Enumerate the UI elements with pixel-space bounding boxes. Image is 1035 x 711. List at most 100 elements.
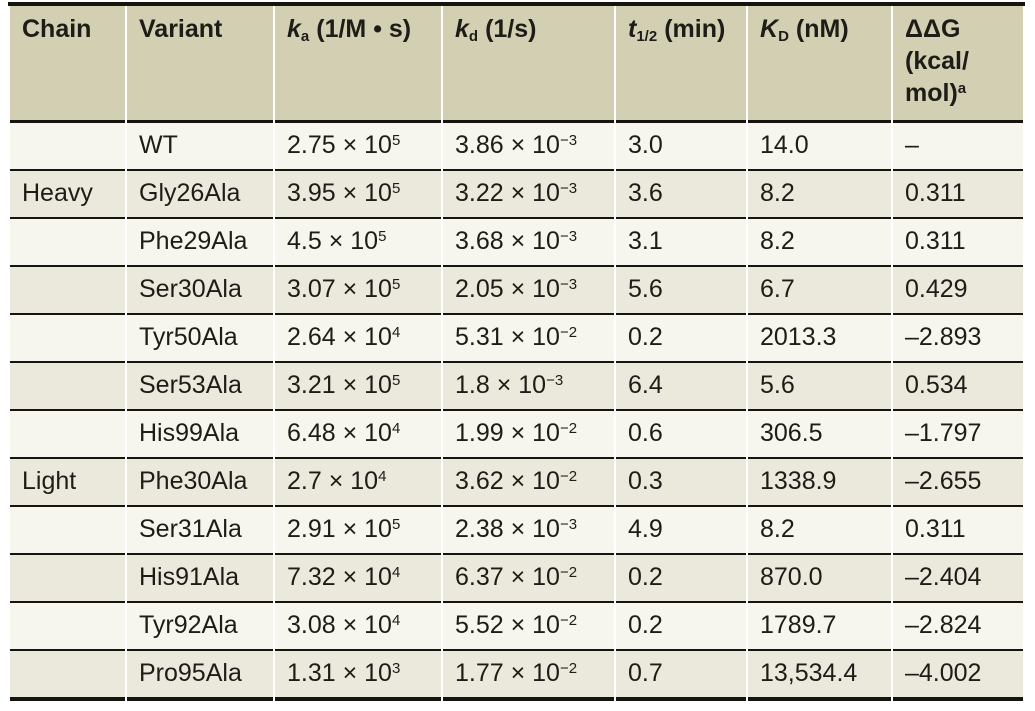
ka-exponent: 5 bbox=[391, 276, 401, 293]
kd-cell: 1.99 × 10−2 bbox=[443, 411, 614, 459]
kd-cell: 3.62 × 10−2 bbox=[443, 459, 614, 507]
ddg-cell: –2.893 bbox=[893, 315, 1023, 363]
kd-value: 5.31 × 10 bbox=[455, 323, 560, 352]
ka-value: 6.48 × 10 bbox=[287, 419, 392, 448]
table-body: WT 2.75 × 105 3.86 × 10−3 3.0 14.0 – Hea… bbox=[10, 123, 1023, 701]
table-row: Tyr50Ala 2.64 × 104 5.31 × 10−2 0.2 2013… bbox=[10, 315, 1023, 363]
variant-cell: Phe29Ala bbox=[127, 219, 273, 267]
variant-cell: His99Ala bbox=[127, 411, 273, 459]
KD-cell: 2013.3 bbox=[748, 315, 891, 363]
ka-cell: 3.95 × 105 bbox=[275, 171, 441, 219]
kd-value: 3.86 × 10 bbox=[455, 131, 560, 160]
table-row: His99Ala 6.48 × 104 1.99 × 10−2 0.6 306.… bbox=[10, 411, 1023, 459]
variant-header-label: Variant bbox=[139, 15, 223, 43]
kd-cell: 2.38 × 10−3 bbox=[443, 507, 614, 555]
variant-cell: Tyr92Ala bbox=[127, 603, 273, 651]
KD-cell: 306.5 bbox=[748, 411, 891, 459]
kd-cell: 1.8 × 10−3 bbox=[443, 363, 614, 411]
kd-value: 3.62 × 10 bbox=[455, 467, 560, 496]
col-header-kd: kd (1/s) bbox=[443, 6, 614, 123]
ddg-header-line1: ΔΔG bbox=[905, 15, 961, 43]
ka-value: 7.32 × 10 bbox=[287, 563, 392, 592]
col-header-ka: ka (1/M • s) bbox=[275, 6, 441, 123]
kd-value: 2.05 × 10 bbox=[455, 275, 560, 304]
ka-cell: 2.91 × 105 bbox=[275, 507, 441, 555]
ddg-cell: –4.002 bbox=[893, 651, 1023, 701]
ddg-cell: –2.824 bbox=[893, 603, 1023, 651]
kd-cell: 3.68 × 10−3 bbox=[443, 219, 614, 267]
KD-cell: 870.0 bbox=[748, 555, 891, 603]
table-row: Ser53Ala 3.21 × 105 1.8 × 10−3 6.4 5.6 0… bbox=[10, 363, 1023, 411]
kd-cell: 3.86 × 10−3 bbox=[443, 123, 614, 171]
chain-cell: Light bbox=[10, 459, 125, 507]
ddg-cell: –2.404 bbox=[893, 555, 1023, 603]
KD-cell: 8.2 bbox=[748, 171, 891, 219]
ka-subscript: a bbox=[300, 28, 310, 46]
kd-value: 3.22 × 10 bbox=[455, 179, 560, 208]
col-header-KD: KD (nM) bbox=[748, 6, 891, 123]
ka-value: 3.08 × 10 bbox=[287, 611, 392, 640]
ka-cell: 3.07 × 105 bbox=[275, 267, 441, 315]
chain-header-label: Chain bbox=[22, 15, 92, 43]
KD-cell: 14.0 bbox=[748, 123, 891, 171]
chain-cell bbox=[10, 555, 125, 603]
t-half-subscript: 1/2 bbox=[636, 28, 658, 46]
table-row: Heavy Gly26Ala 3.95 × 105 3.22 × 10−3 3.… bbox=[10, 171, 1023, 219]
kd-exponent: −2 bbox=[559, 420, 578, 437]
table-row: Tyr92Ala 3.08 × 104 5.52 × 10−2 0.2 1789… bbox=[10, 603, 1023, 651]
col-header-ddg: ΔΔG (kcal/mol)a bbox=[893, 6, 1023, 123]
half-life-cell: 4.9 bbox=[616, 507, 746, 555]
ddg-footnote-marker: a bbox=[957, 79, 967, 97]
ka-cell: 2.75 × 105 bbox=[275, 123, 441, 171]
ka-exponent: 4 bbox=[391, 324, 401, 341]
variant-cell: Ser53Ala bbox=[127, 363, 273, 411]
ddg-cell: 0.311 bbox=[893, 219, 1023, 267]
ka-unit: (1/M • s) bbox=[316, 15, 412, 43]
kd-exponent: −2 bbox=[559, 612, 578, 629]
ka-value: 3.21 × 10 bbox=[287, 371, 392, 400]
half-life-cell: 0.7 bbox=[616, 651, 746, 701]
kd-subscript: d bbox=[468, 28, 479, 46]
ka-value: 2.91 × 10 bbox=[287, 515, 392, 544]
ka-exponent: 4 bbox=[378, 468, 387, 485]
ka-cell: 2.7 × 104 bbox=[275, 459, 441, 507]
kd-unit: (1/s) bbox=[485, 15, 537, 43]
ka-exponent: 3 bbox=[391, 660, 401, 677]
ddg-cell: 0.429 bbox=[893, 267, 1023, 315]
chain-cell bbox=[10, 411, 125, 459]
variant-cell: Pro95Ala bbox=[127, 651, 273, 701]
kd-exponent: −3 bbox=[546, 372, 564, 389]
ka-value: 2.7 × 10 bbox=[287, 467, 379, 496]
chain-cell bbox=[10, 219, 125, 267]
ddg-header-line3: mol) bbox=[905, 79, 958, 107]
kd-cell: 5.31 × 10−2 bbox=[443, 315, 614, 363]
ka-cell: 7.32 × 104 bbox=[275, 555, 441, 603]
KD-cell: 6.7 bbox=[748, 267, 891, 315]
ka-cell: 4.5 × 105 bbox=[275, 219, 441, 267]
KD-cell: 1338.9 bbox=[748, 459, 891, 507]
KD-unit: (nM) bbox=[795, 15, 849, 43]
half-life-cell: 5.6 bbox=[616, 267, 746, 315]
ka-value: 3.07 × 10 bbox=[287, 275, 392, 304]
half-life-cell: 3.6 bbox=[616, 171, 746, 219]
header-row: Chain Variant ka (1/M • s) kd (1/s) t1/2 (m… bbox=[10, 6, 1023, 123]
kinetics-table: Chain Variant ka (1/M • s) kd (1/s) t1/2 (m… bbox=[8, 2, 1025, 701]
kd-value: 1.8 × 10 bbox=[455, 371, 547, 400]
kd-value: 1.99 × 10 bbox=[455, 419, 560, 448]
variant-cell: Gly26Ala bbox=[127, 171, 273, 219]
ka-exponent: 5 bbox=[391, 372, 401, 389]
table-row: Ser30Ala 3.07 × 105 2.05 × 10−3 5.6 6.7 … bbox=[10, 267, 1023, 315]
ka-exponent: 4 bbox=[391, 564, 401, 581]
ka-exponent: 4 bbox=[391, 420, 401, 437]
KD-symbol: K bbox=[760, 15, 779, 43]
ka-exponent: 5 bbox=[391, 516, 401, 533]
half-life-cell: 0.2 bbox=[616, 315, 746, 363]
ddg-cell: 0.311 bbox=[893, 507, 1023, 555]
variant-cell: WT bbox=[127, 123, 273, 171]
ka-cell: 6.48 × 104 bbox=[275, 411, 441, 459]
table-row: Light Phe30Ala 2.7 × 104 3.62 × 10−2 0.3… bbox=[10, 459, 1023, 507]
t-half-symbol: t bbox=[628, 15, 637, 43]
ddg-cell: –2.655 bbox=[893, 459, 1023, 507]
KD-subscript: D bbox=[778, 28, 789, 46]
table-row: His91Ala 7.32 × 104 6.37 × 10−2 0.2 870.… bbox=[10, 555, 1023, 603]
